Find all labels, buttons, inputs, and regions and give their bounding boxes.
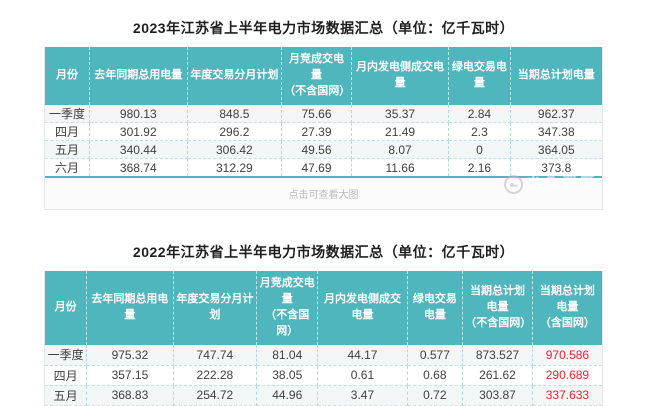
value-cell: 8.07: [351, 140, 450, 160]
value-cell: 11.66: [351, 158, 450, 179]
value-cell: 980.13: [89, 104, 188, 124]
value-cell: 368.74: [89, 158, 188, 179]
column-header: 月份: [45, 271, 88, 346]
value-cell: 368.83: [86, 385, 174, 406]
value-cell: 337.633: [532, 385, 602, 406]
value-cell: 222.28: [173, 365, 258, 386]
column-header: 年度交易分月计划: [173, 271, 258, 346]
data-table-2023: 月份 去年同期总用电量 年度交易分月计划 月竞成交电量 （不含国网） 月内发电侧成交电量…: [45, 47, 602, 179]
value-cell: 848.5: [187, 104, 283, 124]
value-cell: 254.72: [173, 385, 258, 406]
column-header: 月内发电侧成交电量: [351, 47, 450, 105]
value-cell: 0.577: [407, 345, 464, 366]
data-table-2022: 月份 去年同期总用电量 年度交易分月计划 月竞成交电量 （不含国网） 月内发电侧成交电量…: [45, 271, 602, 406]
value-cell: 2.3: [448, 122, 511, 142]
value-cell: 49.56: [281, 140, 352, 160]
month-cell: 五月: [45, 140, 91, 160]
value-cell: 373.8: [510, 158, 602, 179]
column-header: 当期总计划电量 （含国网）: [532, 271, 602, 346]
table-row: 四月 357.15 222.28 38.05 0.61 0.68 261.62 290.689: [45, 365, 602, 386]
value-cell: 21.49: [351, 122, 450, 142]
table-header-2022: 月份 去年同期总用电量 年度交易分月计划 月竞成交电量 （不含国网） 月内发电侧成交电量…: [45, 271, 602, 346]
table-row: 六月 368.74 312.29 47.69 11.66 2.16 373.8: [45, 158, 602, 179]
value-cell: 296.2: [187, 122, 283, 142]
table-block-2023: 2023年江苏省上半年电力市场数据汇总（单位：亿千瓦时） 月份 去年同期总用电量年…: [44, 12, 603, 211]
value-cell: 38.05: [256, 365, 319, 386]
value-cell: 3.47: [317, 385, 408, 406]
value-cell: 312.29: [187, 158, 283, 179]
column-header: 当期总计划电量: [510, 47, 602, 105]
table-image-2023[interactable]: 月份 去年同期总用电量 年度交易分月计划 月竞成交电量 （不含国网） 月内发电侧成交电量…: [44, 47, 603, 211]
table-title-2022: 2022年江苏省上半年电力市场数据汇总（单位：亿千瓦时）: [132, 244, 515, 261]
value-cell: 364.05: [510, 140, 602, 160]
value-cell: 970.586: [532, 345, 602, 366]
value-cell: 962.37: [510, 104, 602, 124]
value-cell: 0.61: [317, 365, 408, 386]
value-cell: 2.84: [448, 104, 511, 124]
column-header: 绿电交易电量: [448, 47, 511, 105]
value-cell: 301.92: [89, 122, 188, 142]
value-cell: 75.66: [281, 104, 352, 124]
value-cell: 47.69: [281, 158, 352, 179]
month-cell: 六月: [45, 158, 91, 179]
table-header-2023: 月份 去年同期总用电量 年度交易分月计划 月竞成交电量 （不含国网） 月内发电侧成交电量…: [45, 47, 602, 105]
value-cell: 44.96: [256, 385, 319, 406]
value-cell: 290.689: [532, 365, 602, 386]
value-cell: 975.32: [86, 345, 174, 366]
value-cell: 357.15: [86, 365, 174, 386]
table-row: 五月 340.44 306.42 49.56 8.07 0 364.05: [45, 140, 602, 160]
value-cell: 303.87: [462, 385, 533, 406]
month-cell: 四月: [45, 122, 91, 142]
value-cell: 873.527: [462, 345, 533, 366]
value-cell: 81.04: [256, 345, 319, 366]
table-row: 五月 368.83 254.72 44.96 3.47 0.72 303.87 337.633: [45, 385, 602, 406]
value-cell: 340.44: [89, 140, 188, 160]
table-row: 四月 301.92 296.2 27.39 21.49 2.3 347.38: [45, 122, 602, 142]
value-cell: 347.38: [510, 122, 602, 142]
column-header: 去年同期总用电量: [86, 271, 174, 346]
value-cell: 0: [448, 140, 511, 160]
table-block-2022: 2022年江苏省上半年电力市场数据汇总（单位：亿千瓦时） 月份 去年同期总用电量年…: [44, 236, 603, 406]
value-cell: 0.68: [407, 365, 464, 386]
value-cell: 261.62: [462, 365, 533, 386]
column-header: 年度交易分月计划: [187, 47, 283, 105]
table-title-2023: 2023年江苏省上半年电力市场数据汇总（单位：亿千瓦时）: [132, 20, 515, 36]
column-header: 当期总计划电量 （不含国网）: [462, 271, 533, 346]
table-image-2022[interactable]: 月份 去年同期总用电量 年度交易分月计划 月竞成交电量 （不含国网） 月内发电侧成交电量…: [44, 271, 603, 406]
month-cell: 一季度: [45, 345, 88, 366]
value-cell: 0.72: [407, 385, 464, 406]
column-header: 月竞成交电量 （不含国网）: [256, 271, 319, 346]
month-cell: 一季度: [45, 104, 91, 124]
value-cell: 747.74: [173, 345, 258, 366]
column-header: 月竞成交电量 （不含国网）: [281, 47, 352, 105]
table-row: 一季度 975.32 747.74 81.04 44.17 0.577 873.527 970…: [45, 345, 602, 366]
value-cell: 35.37: [351, 104, 450, 124]
month-cell: 四月: [45, 365, 88, 386]
column-header: 去年同期总用电量: [89, 47, 188, 105]
value-cell: 2.16: [448, 158, 511, 179]
column-header: 月份: [45, 47, 91, 105]
month-cell: 五月: [45, 385, 88, 406]
value-cell: 44.17: [317, 345, 408, 366]
value-cell: 306.42: [187, 140, 283, 160]
column-header: 月内发电侧成交电量: [317, 271, 408, 346]
view-large-image-hint[interactable]: 点击可查看大图: [45, 178, 602, 210]
column-header: 绿电交易电量: [407, 271, 464, 346]
value-cell: 27.39: [281, 122, 352, 142]
table-row: 一季度 980.13 848.5 75.66 35.37 2.84 962.37: [45, 104, 602, 124]
